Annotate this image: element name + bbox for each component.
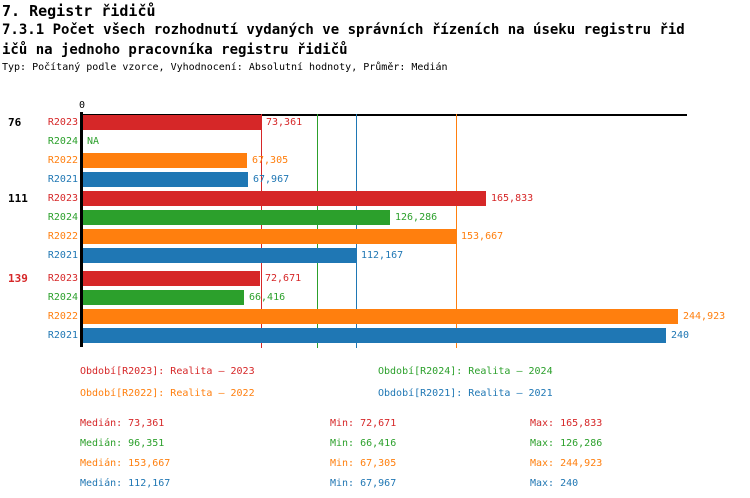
x-axis-line [80,114,687,116]
row-label-r2024: R2024 [47,212,78,223]
row-label-r2023: R2023 [47,117,78,128]
row-label-r2024: R2024 [47,136,78,147]
bar-139-r2022 [83,309,678,324]
stat-median-r2022: Medián: 153,667 [80,458,171,469]
bar-139-r2023 [83,271,260,286]
bar-139-r2021 [83,328,666,343]
legend-item-r2024: Období[R2024]: Realita – 2024 [378,366,553,377]
bar-111-r2022 [83,229,456,244]
bar-value-label: 153,667 [461,231,504,242]
bar-value-label: 126,286 [395,212,438,223]
axis-origin-label: 0 [78,100,86,111]
group-label-76: 76 [8,116,22,129]
stat-median-r2023: Medián: 73,361 [80,418,165,429]
legend-item-r2023: Období[R2023]: Realita – 2023 [80,366,255,377]
bar-value-label: 112,167 [361,250,404,261]
median-line-r2022 [456,114,458,348]
bar-76-r2022 [83,153,247,168]
stat-median-r2024: Medián: 96,351 [80,438,165,449]
row-label-r2021: R2021 [47,330,78,341]
stat-max-r2022: Max: 244,923 [530,458,603,469]
row-label-r2021: R2021 [47,174,78,185]
stat-median-r2021: Medián: 112,167 [80,478,171,489]
bar-value-label: 67,967 [253,174,290,185]
bar-value-label: 73,361 [266,117,303,128]
bar-value-label: 67,305 [252,155,289,166]
bar-value-label: 72,671 [265,273,302,284]
row-label-r2023: R2023 [47,193,78,204]
bar-value-label: 165,833 [491,193,534,204]
bar-139-r2024 [83,290,244,305]
bar-value-label: NA [87,136,100,147]
group-label-111: 111 [8,192,28,205]
y-axis-line [80,112,83,347]
page-title: 7. Registr řidičů [2,2,156,20]
row-label-r2021: R2021 [47,250,78,261]
stat-min-r2022: Min: 67,305 [330,458,397,469]
chart-title-line2: ičů na jednoho pracovníka registru řidič… [2,42,348,58]
row-label-r2022: R2022 [47,231,78,242]
bar-value-label: 66,416 [249,292,286,303]
bar-76-r2021 [83,172,248,187]
stat-min-r2023: Min: 72,671 [330,418,397,429]
bar-value-label: 240 [671,330,690,341]
stat-min-r2024: Min: 66,416 [330,438,397,449]
stat-max-r2021: Max: 240 [530,478,579,489]
legend-item-r2022: Období[R2022]: Realita – 2022 [80,388,255,399]
bar-111-r2021 [83,248,356,263]
row-label-r2023: R2023 [47,273,78,284]
row-label-r2022: R2022 [47,311,78,322]
row-label-r2024: R2024 [47,292,78,303]
bar-value-label: 244,923 [683,311,726,322]
bar-76-r2023 [83,115,261,130]
row-label-r2022: R2022 [47,155,78,166]
bar-111-r2024 [83,210,390,225]
stat-min-r2021: Min: 67,967 [330,478,397,489]
bar-111-r2023 [83,191,486,206]
chart-title-line1: 7.3.1 Počet všech rozhodnutí vydaných ve… [2,22,685,38]
stat-max-r2024: Max: 126,286 [530,438,603,449]
legend-item-r2021: Období[R2021]: Realita – 2021 [378,388,553,399]
stat-max-r2023: Max: 165,833 [530,418,603,429]
group-label-139: 139 [8,272,28,285]
chart-meta-line: Typ: Počítaný podle vzorce, Vyhodnocení:… [2,62,448,73]
